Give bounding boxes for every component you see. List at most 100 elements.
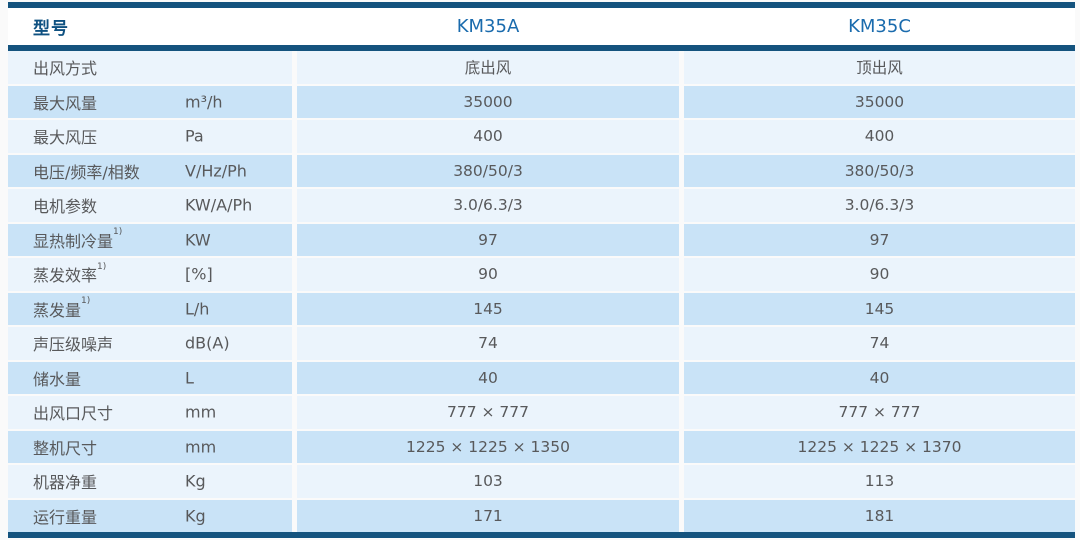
spec-unit: L (185, 368, 194, 388)
value-km35c: 顶出风 (856, 59, 903, 78)
value-cell-km35c: 35000 (684, 85, 1075, 118)
value-km35c: 90 (869, 265, 890, 284)
spec-label: 出风方式 (33, 59, 98, 79)
value-km35a: 145 (473, 299, 503, 318)
value-cell-km35c: 777 × 777 (684, 396, 1075, 429)
spec-label-cell: 电压/频率/相数 V/Hz/Ph (8, 154, 292, 187)
spec-label: 最大风量 (33, 93, 98, 113)
value-cell-km35c: 90 (684, 258, 1075, 291)
value-cell-km35c: 3.0/6.3/3 (684, 189, 1075, 222)
table-row: 机器净重 Kg 103 113 (8, 465, 1075, 498)
spec-label-cell: 整机尺寸 mm (8, 430, 292, 463)
value-km35a: 1225 × 1225 × 1350 (405, 437, 571, 456)
value-cell-km35c: 74 (684, 327, 1075, 360)
value-cell-km35c: 1225 × 1225 × 1370 (684, 430, 1075, 463)
table-row: 显热制冷量1) KW 97 97 (8, 223, 1075, 256)
spec-unit: dB(A) (185, 333, 230, 353)
table-header-row: 型号 KM35A KM35C (8, 8, 1075, 45)
value-km35a: 97 (478, 230, 498, 249)
spec-label: 电机参数 (33, 197, 98, 217)
table-row: 出风方式 底出风 顶出风 (8, 51, 1075, 84)
spec-label-cell: 储水量 L (8, 361, 292, 394)
value-cell-km35c: 顶出风 (684, 51, 1075, 84)
spec-label: 电压/频率/相数 (33, 162, 140, 182)
spec-label: 声压级噪声 (33, 335, 114, 355)
table-row: 声压级噪声 dB(A) 74 74 (8, 327, 1075, 360)
value-cell-km35a: 90 (297, 258, 679, 291)
spec-label-cell: 电机参数 KW/A/Ph (8, 189, 292, 222)
value-cell-km35c: 400 (684, 120, 1075, 153)
spec-label-cell: 显热制冷量1) KW (8, 223, 292, 256)
spec-label-cell: 出风口尺寸 mm (8, 396, 292, 429)
header-cell-km35c: KM35C (684, 16, 1075, 37)
spec-label: 蒸发量1) (33, 296, 91, 320)
spec-label-cell: 蒸发量1) L/h (8, 292, 292, 325)
value-cell-km35a: 171 (297, 499, 679, 532)
value-km35c: 777 × 777 (838, 403, 921, 422)
spec-label-cell: 机器净重 Kg (8, 465, 292, 498)
spec-unit: Kg (185, 471, 206, 491)
value-km35a: 171 (473, 506, 503, 525)
value-cell-km35c: 113 (684, 465, 1075, 498)
value-km35c: 113 (864, 472, 895, 491)
value-km35c: 40 (869, 368, 890, 387)
spec-unit: mm (185, 402, 217, 422)
value-cell-km35c: 181 (684, 499, 1075, 532)
table-header-rule (8, 45, 1075, 51)
table-row: 整机尺寸 mm 1225 × 1225 × 1350 1225 × 1225 ×… (8, 430, 1075, 463)
spec-label: 机器净重 (33, 473, 98, 493)
spec-unit: mm (185, 437, 217, 457)
value-km35c: 35000 (854, 92, 905, 111)
spec-unit: [%] (185, 264, 213, 284)
table-row: 电压/频率/相数 V/Hz/Ph 380/50/3 380/50/3 (8, 154, 1075, 187)
table-bottom-rule (8, 532, 1075, 538)
value-km35a: 777 × 777 (446, 403, 529, 422)
model-name-km35c: KM35C (848, 16, 911, 37)
spec-unit: L/h (185, 299, 210, 319)
model-name-km35a: KM35A (456, 16, 520, 37)
spec-label-cell: 最大风压 Pa (8, 120, 292, 153)
spec-label: 蒸发效率1) (33, 261, 107, 286)
value-km35a: 103 (473, 472, 503, 491)
value-km35a: 380/50/3 (453, 161, 523, 180)
value-cell-km35a: 底出风 (297, 51, 679, 84)
table-top-rule (8, 2, 1075, 8)
value-cell-km35a: 145 (297, 292, 679, 325)
value-cell-km35a: 97 (297, 223, 679, 256)
spec-label: 显热制冷量1) (33, 227, 123, 251)
value-cell-km35a: 400 (297, 120, 679, 153)
value-km35c: 1225 × 1225 × 1370 (797, 437, 962, 456)
spec-label: 最大风压 (33, 128, 98, 148)
table-row: 蒸发效率1) [%] 90 90 (8, 258, 1075, 291)
value-km35c: 380/50/3 (844, 161, 915, 180)
value-cell-km35a: 35000 (297, 85, 679, 118)
table-row: 运行重量 Kg 171 181 (8, 499, 1075, 532)
value-cell-km35c: 97 (684, 223, 1075, 256)
value-km35a: 90 (478, 265, 498, 284)
spec-label-cell: 运行重量 Kg (8, 499, 292, 532)
value-cell-km35a: 74 (297, 327, 679, 360)
table-row: 蒸发量1) L/h 145 145 (8, 292, 1075, 325)
value-cell-km35a: 40 (297, 361, 679, 394)
spec-unit: Pa (185, 126, 204, 146)
model-column-title: 型号 (33, 19, 69, 39)
table-row: 储水量 L 40 40 (8, 361, 1075, 394)
header-cell-km35a: KM35A (297, 16, 679, 37)
value-cell-km35a: 3.0/6.3/3 (297, 189, 679, 222)
value-cell-km35c: 145 (684, 292, 1075, 325)
value-km35c: 400 (864, 127, 895, 146)
spec-label-cell: 声压级噪声 dB(A) (8, 327, 292, 360)
value-cell-km35c: 40 (684, 361, 1075, 394)
value-cell-km35a: 103 (297, 465, 679, 498)
value-km35a: 400 (473, 127, 503, 146)
spec-label-cell: 最大风量 m³/h (8, 85, 292, 118)
table-row: 最大风量 m³/h 35000 35000 (8, 85, 1075, 118)
spec-table: 型号 KM35A KM35C 出风方式 底出风 顶出风 最大风量 (8, 2, 1075, 538)
value-km35c: 97 (869, 230, 890, 249)
spec-unit: KW (185, 230, 211, 250)
spec-unit: V/Hz/Ph (185, 161, 247, 181)
table-row: 电机参数 KW/A/Ph 3.0/6.3/3 3.0/6.3/3 (8, 189, 1075, 222)
value-km35c: 181 (864, 506, 895, 525)
header-cell-model: 型号 (8, 14, 292, 39)
